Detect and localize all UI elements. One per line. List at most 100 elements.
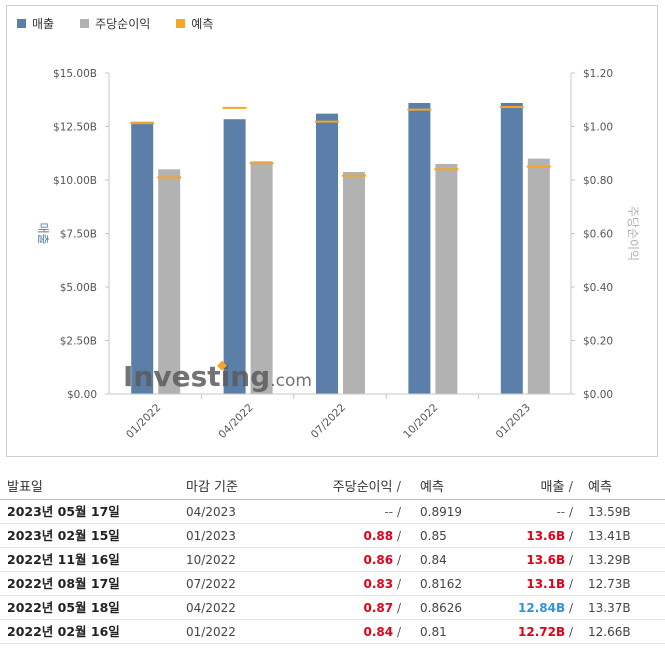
right-tick-label-4: $0.80 [583,175,613,187]
header-revenue-forecast[interactable]: 예측 [588,480,612,495]
x-tick-label-4: 01/2023 [494,402,533,441]
row-eps-sep: / [396,625,401,639]
row-eps-forecast: 0.85 [420,529,447,543]
row-date: 2023년 05월 17일 [7,504,120,519]
row-date: 2022년 11월 16일 [7,552,120,567]
row-revenue: 13.6B / [526,524,573,548]
row-eps: 0.86 / [364,548,401,572]
table-row: 2022년 11월 16일 10/2022 0.86 /0.84 13.6B /13.… [0,548,665,572]
table-row: 2022년 05월 18일 04/2022 0.87 / 0.8626 12.84B /… [0,596,665,620]
revenue-bar-2 [316,113,338,394]
table-header-row: 발표일 마감 기준 주당순이익 / 예측 매출 / 예측 [0,476,665,500]
left-tick-label-3: $7.50B [60,229,97,241]
row-revenue-sep: / [568,529,573,543]
right-tick-label-3: $0.60 [583,229,613,241]
legend-swatch-0 [17,18,26,28]
header-revenue-sep: / [568,480,573,495]
row-revenue-forecast: 13.59B [588,505,631,519]
row-revenue-value: 12.72B [518,625,566,639]
watermark-brand: Investing [123,360,270,393]
header-eps[interactable]: 주당순이익 / [333,476,401,500]
revenue-bar-0 [131,121,154,395]
row-revenue-forecast: 13.41B [588,529,631,543]
row-eps-value: -- [384,505,394,519]
row-period: 04/2023 [186,505,236,519]
row-date: 2023년 02월 15일 [7,528,120,543]
chart-panel: 매출 주당순이익 예측 $0.00 $2.50B $5.00B $7.50B $10.00B… [6,5,658,457]
row-eps-sep: / [396,601,401,615]
row-eps: -- / [384,500,401,524]
header-eps-label: 주당순이익 [332,480,393,495]
table-row: 2023년 02월 15일 01/2023 0.88 / 0.85 13.6B / 13.… [0,524,665,548]
right-tick-label-2: $0.40 [583,282,613,294]
earnings-table: 발표일 마감 기준 주당순이익 / 예측 매출 / 예측 2023년 05월 1… [0,476,665,644]
table-row: 2022년 02월 16일 01/2022 0.84 /0.81 12.72B /12… [0,620,665,644]
table-row: 2023년 05월 17일 04/2023 -- / 0.8919 -- / 13.59B [0,500,665,524]
row-date: 2022년 02월 16일 [7,624,120,639]
left-axis-title: 매출 [36,222,50,244]
legend-item-1[interactable]: 주당순이익 [80,15,150,32]
legend-swatch-2 [176,18,186,28]
left-tick-label-6: $15.00B [53,68,97,80]
row-revenue-value: 12.84B [518,601,566,615]
header-revenue[interactable]: 매출 / [541,476,573,500]
legend-item-2[interactable]: 예측 [176,15,213,32]
row-revenue-value: 13.1B [526,577,566,591]
row-eps-value: 0.86 [363,553,394,567]
left-tick-label-4: $10.00B [53,175,97,187]
header-revenue-label: 매출 [540,480,565,495]
right-tick-label-6: $1.20 [583,68,613,80]
row-eps-sep: / [396,505,401,519]
header-eps-forecast[interactable]: 예측 [420,480,444,495]
row-period: 04/2022 [186,601,236,615]
row-period: 01/2022 [186,625,236,639]
chart-legend: 매출 주당순이익 예측 [17,14,239,32]
row-revenue-sep: / [568,553,573,567]
revenue-bar-1 [223,119,246,394]
row-eps-forecast: 0.8626 [420,601,462,615]
row-revenue-sep: / [568,625,573,639]
right-tick-label-1: $0.20 [583,336,613,348]
eps-bar-1 [250,161,273,394]
row-eps: 0.83 / [364,572,401,596]
right-axis-title: 주당순이익 [626,206,640,261]
row-eps: 0.88 / [364,524,401,548]
revenue-bar-4 [500,102,523,395]
row-eps: 0.84 / [364,620,401,644]
row-period: 01/2023 [186,529,236,543]
revenue-bar-3 [408,102,431,395]
watermark-suffix: .com [270,371,312,391]
row-revenue: 13.1B / [526,572,573,596]
row-eps-forecast: 0.8162 [420,577,462,591]
x-tick-label-3: 10/2022 [401,402,440,441]
eps-bar-2 [343,171,365,394]
left-tick-label-1: $2.50B [60,336,97,348]
table-body: 2023년 05월 17일 04/2023 -- / 0.8919 -- / 13.59B… [0,500,665,644]
right-tick-label-0: $0.00 [583,389,613,401]
row-period: 07/2022 [186,577,236,591]
row-revenue: 12.84B / [518,596,573,620]
row-eps-sep: / [396,553,401,567]
row-revenue-forecast: 12.73B [588,577,631,591]
header-date[interactable]: 발표일 [7,480,43,495]
left-tick-label-0: $0.00 [67,389,97,401]
row-period: 10/2022 [186,553,236,567]
earnings-chart: $0.00 $2.50B $5.00B $7.50B $10.00B $12.50B $15… [36,68,640,441]
legend-item-0[interactable]: 매출 [17,15,54,32]
eps-bar-4 [527,158,550,394]
eps-bar-0 [158,169,181,394]
row-revenue-forecast: 13.37B [588,601,631,615]
row-revenue-value: -- [556,505,566,519]
row-eps-sep: / [396,577,401,591]
row-eps-value: 0.83 [363,577,394,591]
row-date: 2022년 05월 18일 [7,600,120,615]
legend-label-2: 예측 [191,16,214,31]
watermark-accent [217,360,227,371]
row-eps-value: 0.88 [363,529,394,543]
row-revenue: 12.72B / [518,620,573,644]
row-eps-forecast: 0.81 [420,625,447,639]
header-period[interactable]: 마감 기준 [186,480,238,495]
x-tick-label-0: 01/2022 [124,402,163,441]
row-revenue-sep: / [568,505,573,519]
legend-label-1: 주당순이익 [95,16,151,31]
